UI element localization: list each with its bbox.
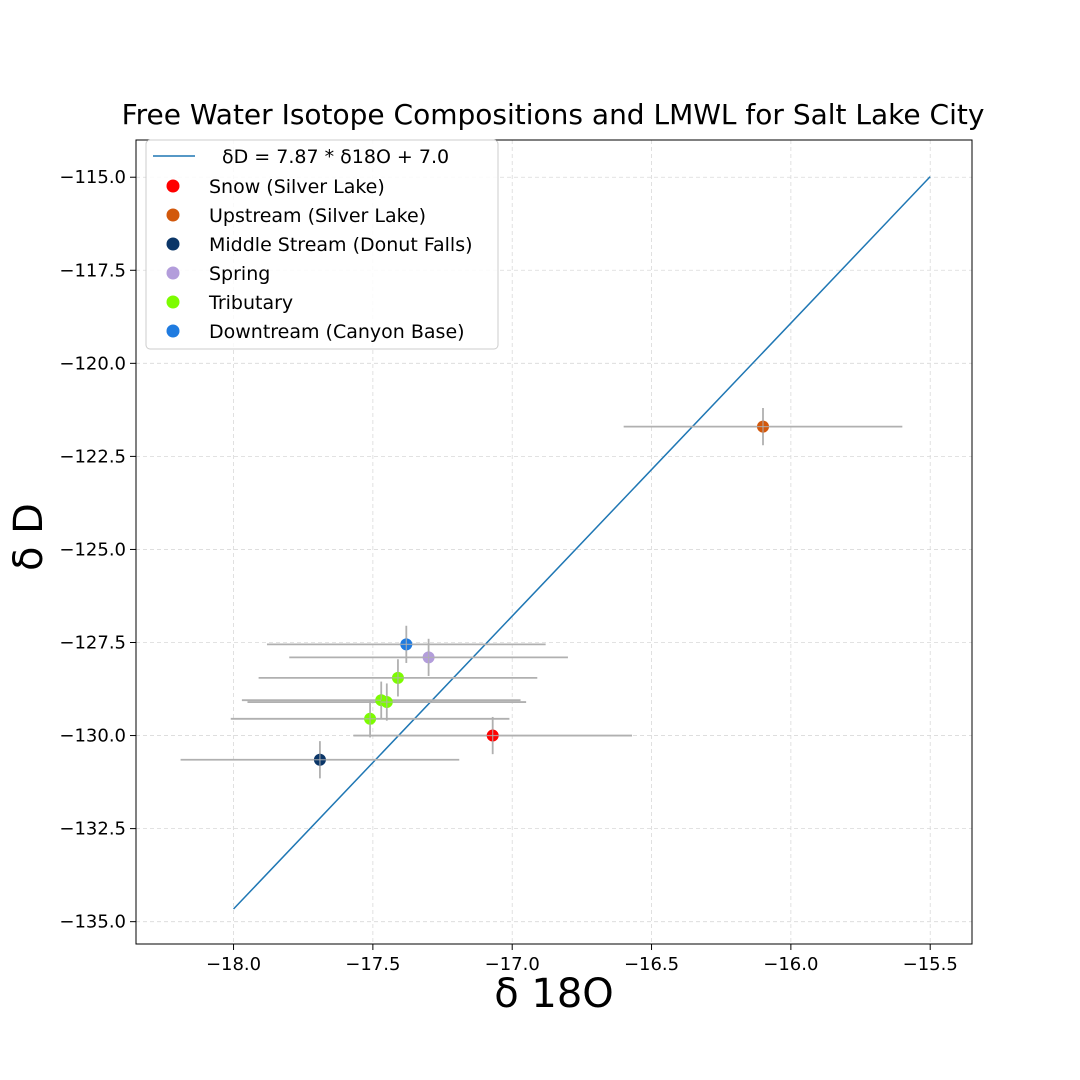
x-tick-label: −15.5	[903, 954, 958, 975]
y-axis-label: δ D	[6, 503, 52, 571]
x-tick-label: −16.0	[763, 954, 818, 975]
legend: δD = 7.87 * δ18O + 7.0 Snow (Silver Lake…	[145, 139, 499, 350]
x-tick-label: −18.0	[206, 954, 261, 975]
y-tick-label: −115.0	[59, 167, 126, 188]
lmwl-layer	[232, 176, 931, 910]
legend-label: Spring	[209, 263, 270, 285]
legend-marker	[166, 324, 180, 338]
legend-lmwl-label: δD = 7.87 * δ18O + 7.0	[222, 146, 449, 168]
y-tick-label: −117.5	[59, 260, 126, 281]
legend-marker	[166, 179, 180, 193]
lmwl-line	[232, 176, 931, 910]
y-tick-label: −130.0	[59, 726, 126, 747]
x-tick-label: −17.5	[345, 954, 400, 975]
chart-title: Free Water Isotope Compositions and LMWL…	[122, 98, 985, 131]
legend-label: Snow (Silver Lake)	[209, 176, 385, 198]
x-tick-label: −16.5	[624, 954, 679, 975]
legend-label: Downtream (Canyon Base)	[209, 321, 465, 343]
y-tick-label: −120.0	[59, 353, 126, 374]
plot-frame	[135, 139, 973, 945]
legend-label: Upstream (Silver Lake)	[209, 205, 426, 227]
y-tick-label: −122.5	[59, 446, 126, 467]
legend-marker	[166, 266, 180, 280]
y-tick-label: −132.5	[59, 819, 126, 840]
x-axis-label: δ 18O	[494, 971, 614, 1017]
legend-marker	[166, 208, 180, 222]
data-points	[313, 420, 769, 766]
y-tick-label: −127.5	[59, 633, 126, 654]
legend-label: Tributary	[208, 292, 293, 314]
y-tick-label: −135.0	[59, 912, 126, 933]
y-axis-ticks: −135.0 −132.5 −130.0 −127.5 −125.0 −122.5 −120…	[59, 167, 136, 933]
legend-marker	[166, 237, 180, 251]
legend-box	[145, 139, 499, 350]
legend-label: Middle Stream (Donut Falls)	[209, 234, 473, 256]
legend-marker	[166, 295, 180, 309]
x-axis-ticks: −18.0 −17.5 −17.0 −16.5 −16.0 −15.5	[206, 944, 958, 975]
x-tick-label: −17.0	[485, 954, 540, 975]
y-tick-label: −125.0	[59, 539, 126, 560]
